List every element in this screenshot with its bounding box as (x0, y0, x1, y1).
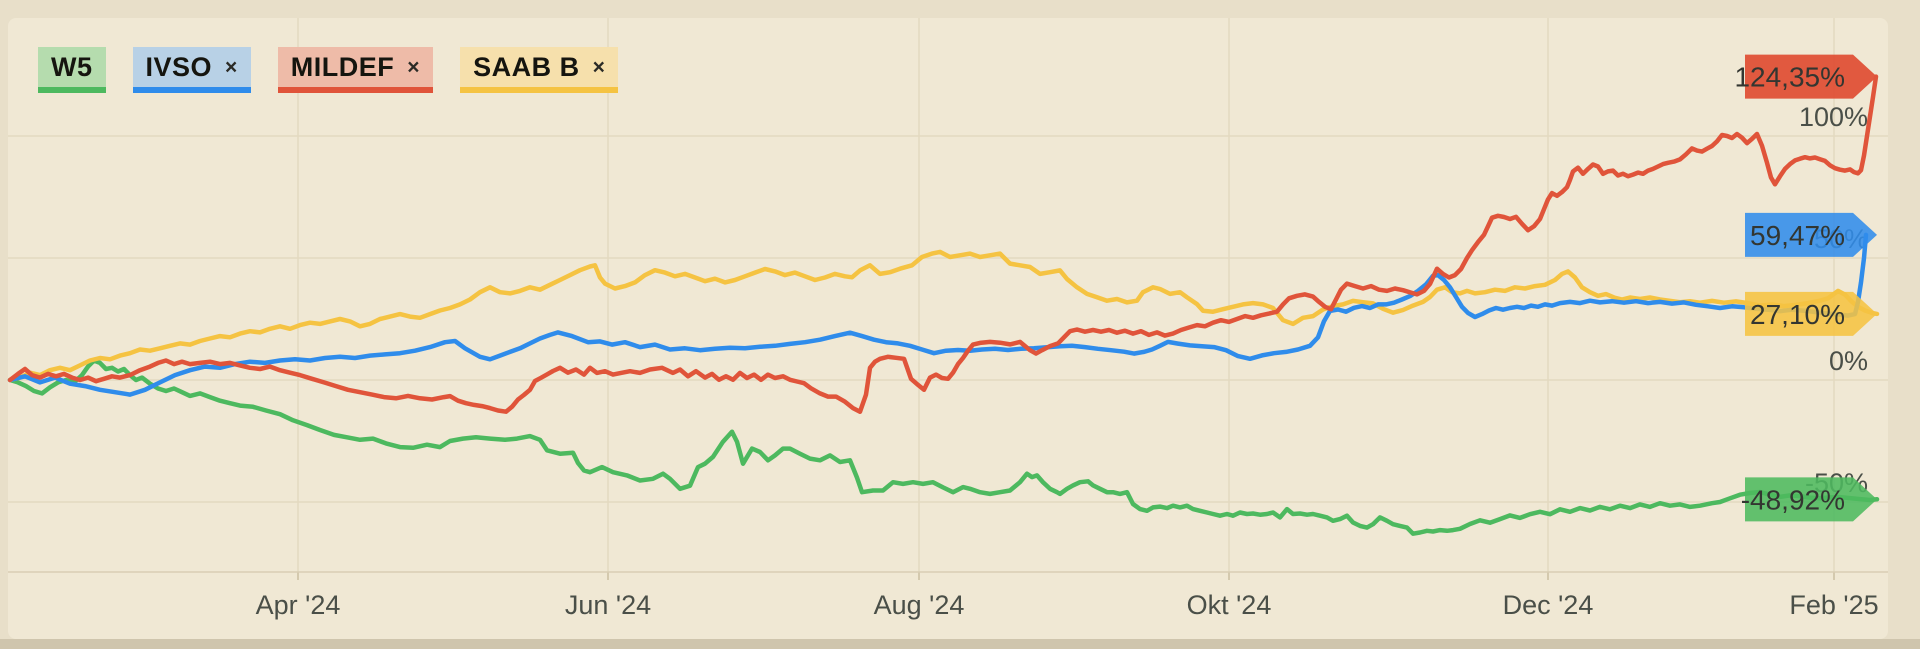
value-tag-label: 124,35% (1734, 62, 1845, 93)
series-line-w5[interactable] (7, 358, 1880, 536)
bottom-strip (0, 639, 1920, 649)
series-line-saab-b[interactable] (7, 249, 1880, 383)
legend-label: MILDEF (290, 51, 395, 82)
y-tick-label: 100% (1799, 102, 1868, 132)
value-tag-label: 27,10% (1750, 299, 1845, 330)
legend: W5 × IVSO × MILDEF × SAAB B × (38, 47, 619, 93)
series-line-ivso[interactable] (7, 232, 1869, 397)
x-tick-label: Aug '24 (874, 590, 965, 620)
legend-label: W5 (51, 51, 93, 82)
remove-icon[interactable]: × (225, 55, 238, 79)
y-tick-label: 0% (1829, 346, 1868, 376)
x-tick-label: Feb '25 (1789, 590, 1878, 620)
legend-chip-ivso[interactable]: IVSO × (132, 47, 251, 93)
x-tick-label: Jun '24 (565, 590, 651, 620)
legend-chip-saab-b[interactable]: SAAB B × (460, 47, 619, 93)
legend-chip-w5[interactable]: W5 × (38, 47, 106, 93)
legend-label: IVSO (145, 51, 213, 82)
chart-card (8, 18, 1888, 639)
value-tag-label: 59,47% (1750, 220, 1845, 251)
value-tag-saab-b (1745, 291, 1877, 336)
legend-chip-mildef[interactable]: MILDEF × (277, 47, 434, 93)
remove-icon[interactable]: × (592, 55, 606, 79)
x-tick-label: Apr '24 (256, 590, 341, 620)
value-tag-label: -48,92% (1741, 484, 1845, 515)
value-tag-ivso (1745, 212, 1877, 257)
series-line-mildef[interactable] (7, 74, 1879, 414)
remove-icon[interactable]: × (407, 55, 421, 79)
x-tick-label: Dec '24 (1503, 590, 1594, 620)
legend-label: SAAB B (473, 51, 580, 82)
x-tick-label: Okt '24 (1187, 590, 1272, 620)
value-tag-w5 (1745, 477, 1877, 522)
value-tag-mildef (1745, 54, 1877, 99)
